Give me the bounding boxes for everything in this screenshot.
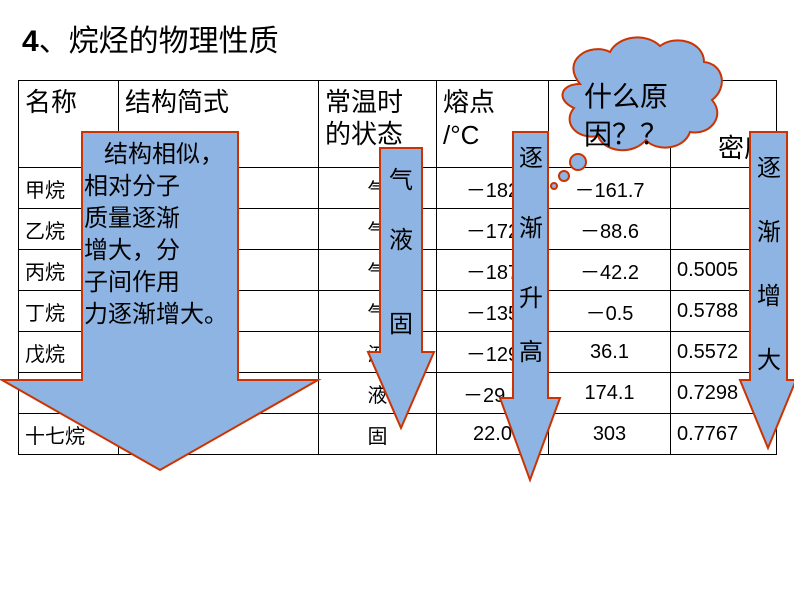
- slide-title-text: 、烷烃的物理性质: [38, 24, 279, 59]
- state-arrow-char: 固: [389, 310, 413, 338]
- mp-arrow-char: 升: [519, 284, 543, 312]
- big-arrow-text: 结构相似， 相对分子 质量逐渐 增大，分 子间作用 力逐渐增大。: [84, 138, 254, 330]
- density-arrow-text: 逐 渐 增 大: [754, 156, 784, 372]
- header-mp-line2: /°C: [443, 120, 480, 150]
- big-down-arrow: [0, 131, 322, 472]
- cell-state: 固: [318, 413, 437, 455]
- big-arrow-line: 质量逐渐: [84, 204, 180, 232]
- header-state-line1: 常温时: [325, 88, 404, 118]
- cloud-bubble-small: [550, 182, 558, 190]
- state-down-arrow: [366, 147, 436, 431]
- density-arrow-char: 增: [757, 282, 781, 310]
- density-arrow-char: 逐: [757, 154, 781, 182]
- big-arrow-line: 结构相似，: [104, 140, 224, 168]
- big-arrow-line: 力逐渐增大。: [84, 300, 228, 328]
- cloud-text: 什么原 因？？: [584, 78, 694, 154]
- thought-cloud: [550, 36, 723, 190]
- slide-title: 4、烷烃的物理性质: [22, 22, 279, 62]
- slide-title-number: 4: [22, 25, 39, 58]
- table-header-row: 名称 结构简式 常温时 的状态 熔点 /°C 密度: [18, 80, 777, 168]
- state-arrow-text: 气 液 固: [386, 168, 416, 336]
- header-state-line2: 的状态: [325, 120, 404, 150]
- mp-arrow-char: 高: [519, 338, 543, 366]
- state-arrow-char: 液: [389, 226, 413, 254]
- density-arrow-char: 渐: [757, 218, 781, 246]
- cell-boiling-point: 303: [548, 413, 671, 455]
- big-arrow-line: 相对分子: [84, 172, 180, 200]
- big-arrow-line: 增大，分: [84, 236, 180, 264]
- cell-boiling-point: 174.1: [548, 372, 671, 414]
- cell-boiling-point: 36.1: [548, 331, 671, 373]
- melting-point-arrow-text: 逐 渐 升 高: [516, 146, 546, 364]
- cloud-bubble-medium: [558, 170, 570, 182]
- header-mp-line1: 熔点: [443, 88, 496, 118]
- state-arrow-char: 气: [389, 166, 413, 194]
- cloud-bubble-large: [569, 153, 587, 171]
- cell-boiling-point: －88.6: [548, 208, 671, 250]
- mp-arrow-char: 逐: [519, 144, 543, 172]
- cell-boiling-point: －42.2: [548, 249, 671, 291]
- big-arrow-line: 子间作用: [84, 268, 180, 296]
- mp-arrow-char: 渐: [519, 214, 543, 242]
- cloud-line: 因？？: [584, 118, 669, 151]
- density-down-arrow: [738, 131, 794, 451]
- cloud-line: 什么原: [584, 80, 669, 113]
- cell-boiling-point: －0.5: [548, 290, 671, 332]
- melting-point-down-arrow: [498, 131, 562, 483]
- density-arrow-char: 大: [757, 346, 781, 374]
